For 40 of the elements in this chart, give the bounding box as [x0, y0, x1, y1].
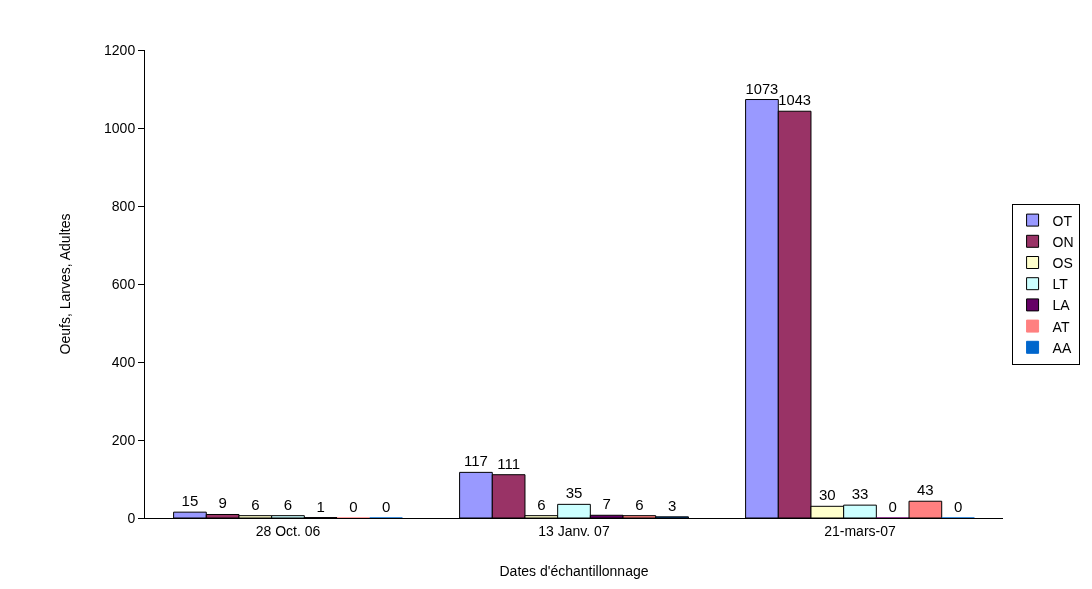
data-label: 33 — [851, 485, 869, 503]
data-label: 7 — [602, 495, 611, 513]
data-label: 117 — [463, 452, 488, 470]
data-label: 3 — [667, 496, 677, 514]
x-tick-label: 13 Janv. 07 — [538, 522, 610, 539]
data-label: 15 — [181, 492, 199, 510]
y-tick-label: 1000 — [104, 119, 136, 136]
data-label: 111 — [497, 454, 521, 472]
legend-label: OT — [1052, 212, 1073, 229]
data-label: 9 — [218, 494, 227, 512]
legend-label: OS — [1052, 254, 1073, 271]
data-label: 0 — [381, 498, 391, 515]
data-label: 30 — [818, 486, 836, 504]
data-label: 1073 — [745, 80, 779, 97]
data-label: 35 — [565, 484, 583, 502]
legend-label: LA — [1052, 297, 1071, 314]
y-tick-label: 800 — [111, 197, 136, 214]
data-label: 1 — [316, 497, 325, 515]
legend-label: AA — [1052, 339, 1072, 356]
data-label: 43 — [917, 481, 934, 499]
data-label: 6 — [251, 495, 260, 513]
legend-label: AT — [1052, 318, 1070, 335]
y-tick-label: 200 — [111, 431, 136, 448]
data-label: 0 — [953, 498, 963, 515]
x-tick-label: 21-mars-07 — [824, 522, 896, 539]
data-label: 1043 — [778, 92, 811, 109]
data-label: 0 — [888, 498, 897, 515]
data-label: 6 — [283, 495, 293, 513]
legend-label: ON — [1052, 233, 1074, 250]
x-tick-label: 28 Oct. 06 — [255, 522, 321, 539]
data-label: 6 — [537, 495, 546, 513]
y-tick-label: 600 — [111, 275, 136, 292]
y-axis-title: Oeufs, Larves, Adultes — [56, 213, 73, 355]
x-axis-title: Dates d'échantillonnage — [499, 563, 649, 580]
data-label: 0 — [349, 498, 358, 515]
data-label: 6 — [635, 495, 644, 513]
y-tick-label: 1200 — [104, 41, 136, 58]
legend-label: LT — [1052, 276, 1069, 293]
y-tick-label: 0 — [127, 509, 136, 526]
y-tick-label: 400 — [111, 353, 136, 370]
